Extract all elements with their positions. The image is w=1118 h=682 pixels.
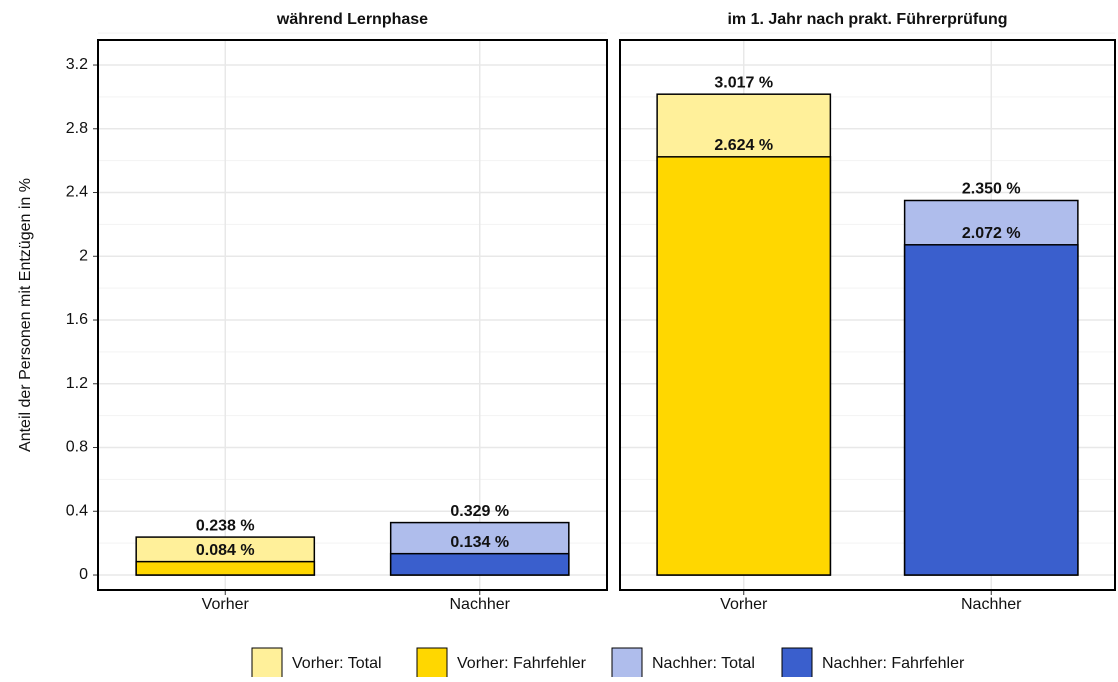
value-label: 0.134 % [450,534,509,551]
x-tick-label: Vorher [202,596,250,613]
y-tick-label: 2.4 [66,184,88,201]
y-tick-label: 2.8 [66,120,88,137]
y-tick-label: 0.8 [66,439,88,456]
x-tick-label: Nachher [961,596,1022,613]
bar [656,156,832,576]
value-label: 0.238 % [196,517,255,534]
bar [389,552,570,576]
legend-swatch [781,647,813,679]
y-tick-label: 2 [79,247,88,264]
panel-border [619,39,1116,591]
bar [903,244,1079,576]
legend-swatch [611,647,643,679]
panel-title: im 1. Jahr nach prakt. Führerprüfung [727,11,1007,28]
y-axis-label: Anteil der Personen mit Entzügen in % [17,178,34,452]
value-label: 2.624 % [714,137,773,154]
legend-label: Nachher: Fahrfehler [822,655,965,672]
value-label: 0.084 % [196,542,255,559]
y-tick-label: 1.2 [66,375,88,392]
value-label: 2.350 % [962,181,1021,198]
bar [135,560,316,576]
value-label: 0.329 % [450,503,509,520]
x-tick-label: Vorher [720,596,768,613]
y-tick-label: 0.4 [66,502,88,519]
value-label: 3.017 % [714,74,773,91]
legend-swatch [251,647,283,679]
panel-border [97,39,608,591]
legend-label: Vorher: Fahrfehler [457,655,587,672]
y-tick-label: 3.2 [66,56,88,73]
y-tick-label: 1.6 [66,311,88,328]
panel-title: während Lernphase [276,11,428,28]
y-tick-label: 0 [79,566,88,583]
legend-label: Nachher: Total [652,655,755,672]
legend-swatch [416,647,448,679]
value-label: 2.072 % [962,225,1021,242]
x-tick-label: Nachher [450,596,511,613]
legend-label: Vorher: Total [292,655,382,672]
